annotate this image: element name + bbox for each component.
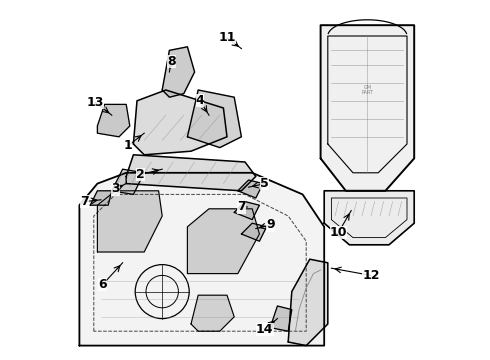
Polygon shape [191, 295, 234, 331]
Text: 1: 1 [123, 139, 132, 152]
Text: 4: 4 [196, 94, 204, 107]
Polygon shape [79, 173, 324, 346]
Text: 5: 5 [260, 177, 269, 190]
Text: 10: 10 [330, 226, 347, 239]
Text: 13: 13 [87, 96, 104, 109]
Text: 14: 14 [256, 323, 273, 336]
Text: 12: 12 [362, 269, 380, 282]
Text: GM
PART: GM PART [362, 85, 373, 95]
Text: 8: 8 [167, 55, 175, 68]
Text: 11: 11 [218, 31, 236, 44]
Polygon shape [238, 180, 263, 198]
Text: 7: 7 [237, 201, 246, 213]
Polygon shape [324, 191, 414, 245]
Text: 2: 2 [136, 168, 145, 181]
Polygon shape [270, 306, 292, 331]
Polygon shape [126, 155, 256, 191]
Polygon shape [288, 259, 328, 346]
Polygon shape [234, 202, 259, 220]
Polygon shape [187, 209, 259, 274]
Polygon shape [90, 191, 112, 205]
Text: 7: 7 [80, 195, 89, 208]
Polygon shape [162, 47, 195, 97]
Text: 6: 6 [98, 278, 107, 291]
Polygon shape [320, 25, 414, 191]
Polygon shape [98, 191, 162, 252]
Text: 3: 3 [111, 183, 120, 195]
Polygon shape [133, 90, 227, 155]
Polygon shape [242, 223, 267, 241]
Polygon shape [112, 169, 144, 194]
Polygon shape [98, 104, 130, 137]
Text: 9: 9 [266, 219, 274, 231]
Polygon shape [187, 90, 242, 148]
